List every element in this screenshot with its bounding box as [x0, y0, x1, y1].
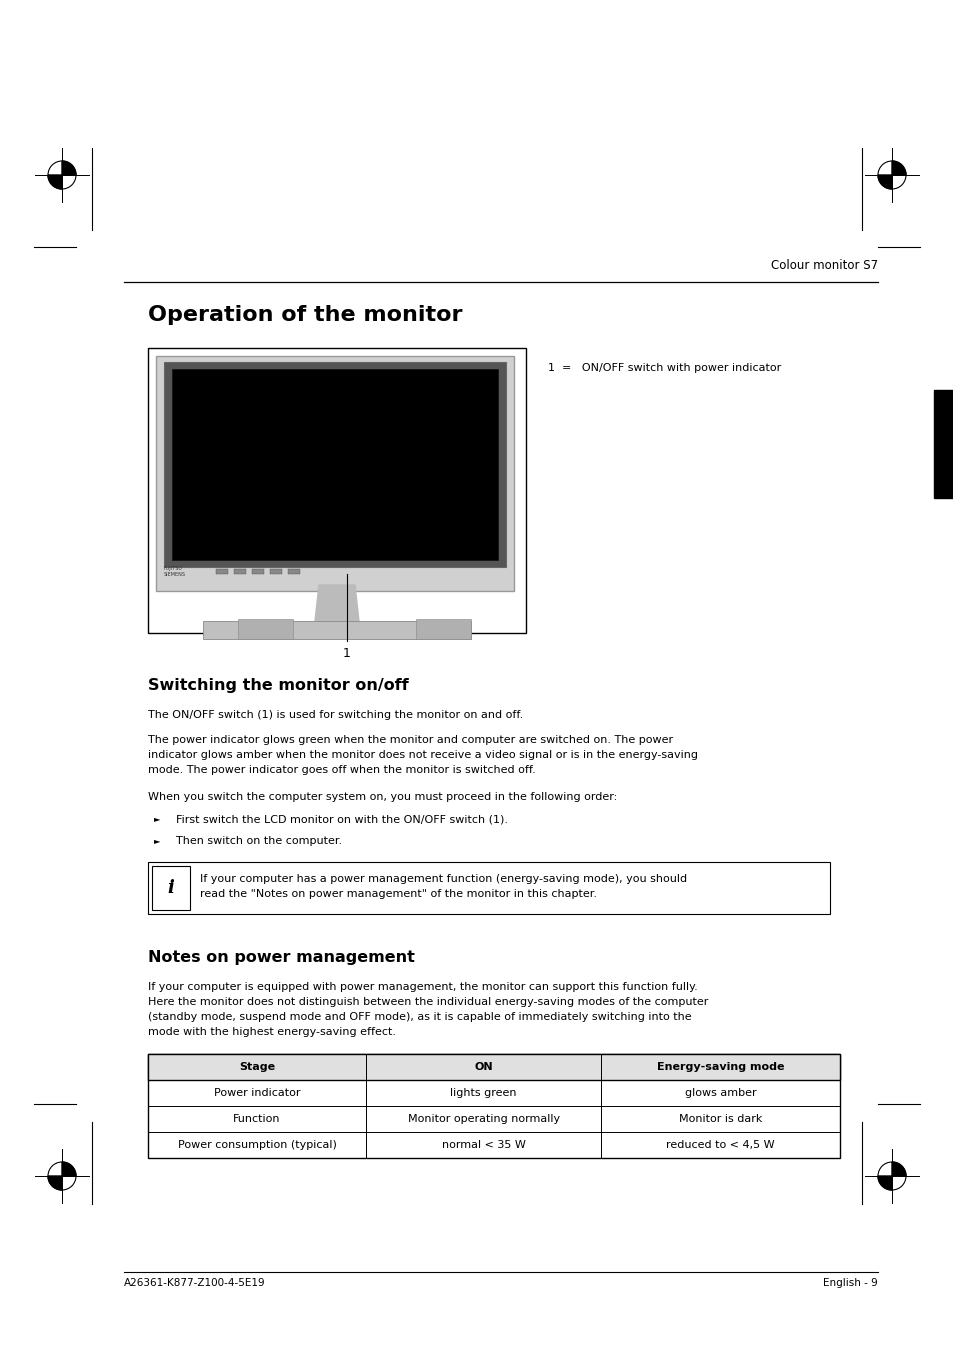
Bar: [288, 569, 299, 574]
Text: The power indicator glows green when the monitor and computer are switched on. T: The power indicator glows green when the…: [148, 735, 673, 744]
Text: Power consumption (typical): Power consumption (typical): [177, 1140, 336, 1150]
Text: indicator glows amber when the monitor does not receive a video signal or is in : indicator glows amber when the monitor d…: [148, 750, 698, 761]
Polygon shape: [891, 1162, 905, 1175]
Bar: [172, 369, 497, 561]
Text: Monitor operating normally: Monitor operating normally: [407, 1115, 559, 1124]
Text: English - 9: English - 9: [822, 1278, 877, 1288]
Text: If your computer has a power management function (energy-saving mode), you shoul: If your computer has a power management …: [200, 874, 686, 884]
Text: Colour monitor S7: Colour monitor S7: [770, 259, 877, 272]
Text: A26361-K877-Z100-4-5E19: A26361-K877-Z100-4-5E19: [124, 1278, 265, 1288]
Text: (standby mode, suspend mode and OFF mode), as it is capable of immediately switc: (standby mode, suspend mode and OFF mode…: [148, 1012, 691, 1021]
Text: Here the monitor does not distinguish between the individual energy-saving modes: Here the monitor does not distinguish be…: [148, 997, 708, 1006]
Bar: [270, 569, 282, 574]
Text: Then switch on the computer.: Then switch on the computer.: [175, 836, 342, 846]
Text: Notes on power management: Notes on power management: [148, 950, 415, 965]
Bar: [164, 362, 505, 567]
Text: Function: Function: [233, 1115, 280, 1124]
Bar: [156, 357, 514, 590]
Bar: [148, 1054, 840, 1079]
Bar: [148, 1054, 840, 1158]
Text: glows amber: glows amber: [684, 1088, 756, 1098]
Polygon shape: [62, 161, 76, 176]
Text: ON: ON: [474, 1062, 493, 1071]
Text: Power indicator: Power indicator: [213, 1088, 300, 1098]
Bar: [416, 619, 471, 639]
Text: 1: 1: [343, 647, 351, 661]
Text: reduced to < 4,5 W: reduced to < 4,5 W: [665, 1140, 774, 1150]
Bar: [252, 569, 264, 574]
Text: ►: ►: [153, 836, 160, 844]
Text: The ON/OFF switch (1) is used for switching the monitor on and off.: The ON/OFF switch (1) is used for switch…: [148, 711, 522, 720]
Text: i: i: [168, 880, 174, 897]
Polygon shape: [877, 1175, 891, 1190]
Text: 1  =   ON/OFF switch with power indicator: 1 = ON/OFF switch with power indicator: [547, 363, 781, 373]
Polygon shape: [62, 1162, 76, 1175]
Text: When you switch the computer system on, you must proceed in the following order:: When you switch the computer system on, …: [148, 792, 617, 802]
Bar: [233, 569, 246, 574]
Text: mode with the highest energy-saving effect.: mode with the highest energy-saving effe…: [148, 1027, 395, 1038]
Text: FUJITSU
SIEMENS: FUJITSU SIEMENS: [164, 566, 186, 577]
Text: Switching the monitor on/off: Switching the monitor on/off: [148, 678, 408, 693]
Text: Monitor is dark: Monitor is dark: [679, 1115, 761, 1124]
Bar: [203, 621, 471, 639]
Polygon shape: [48, 176, 62, 189]
Text: ►: ►: [153, 815, 160, 823]
Text: lights green: lights green: [450, 1088, 517, 1098]
Polygon shape: [48, 1175, 62, 1190]
Polygon shape: [877, 176, 891, 189]
Text: mode. The power indicator goes off when the monitor is switched off.: mode. The power indicator goes off when …: [148, 765, 536, 775]
Bar: [933, 390, 953, 499]
Text: Energy-saving mode: Energy-saving mode: [657, 1062, 783, 1071]
Bar: [148, 349, 525, 634]
Text: read the "Notes on power management" of the monitor in this chapter.: read the "Notes on power management" of …: [200, 889, 597, 898]
Bar: [152, 866, 190, 911]
Polygon shape: [891, 161, 905, 176]
Text: Operation of the monitor: Operation of the monitor: [148, 305, 462, 326]
Polygon shape: [314, 585, 358, 621]
Text: Stage: Stage: [238, 1062, 274, 1071]
Text: normal < 35 W: normal < 35 W: [441, 1140, 525, 1150]
Text: First switch the LCD monitor on with the ON/OFF switch (1).: First switch the LCD monitor on with the…: [175, 815, 507, 824]
Bar: [215, 569, 228, 574]
Bar: [237, 619, 293, 639]
Bar: [148, 862, 829, 915]
Text: If your computer is equipped with power management, the monitor can support this: If your computer is equipped with power …: [148, 982, 697, 992]
